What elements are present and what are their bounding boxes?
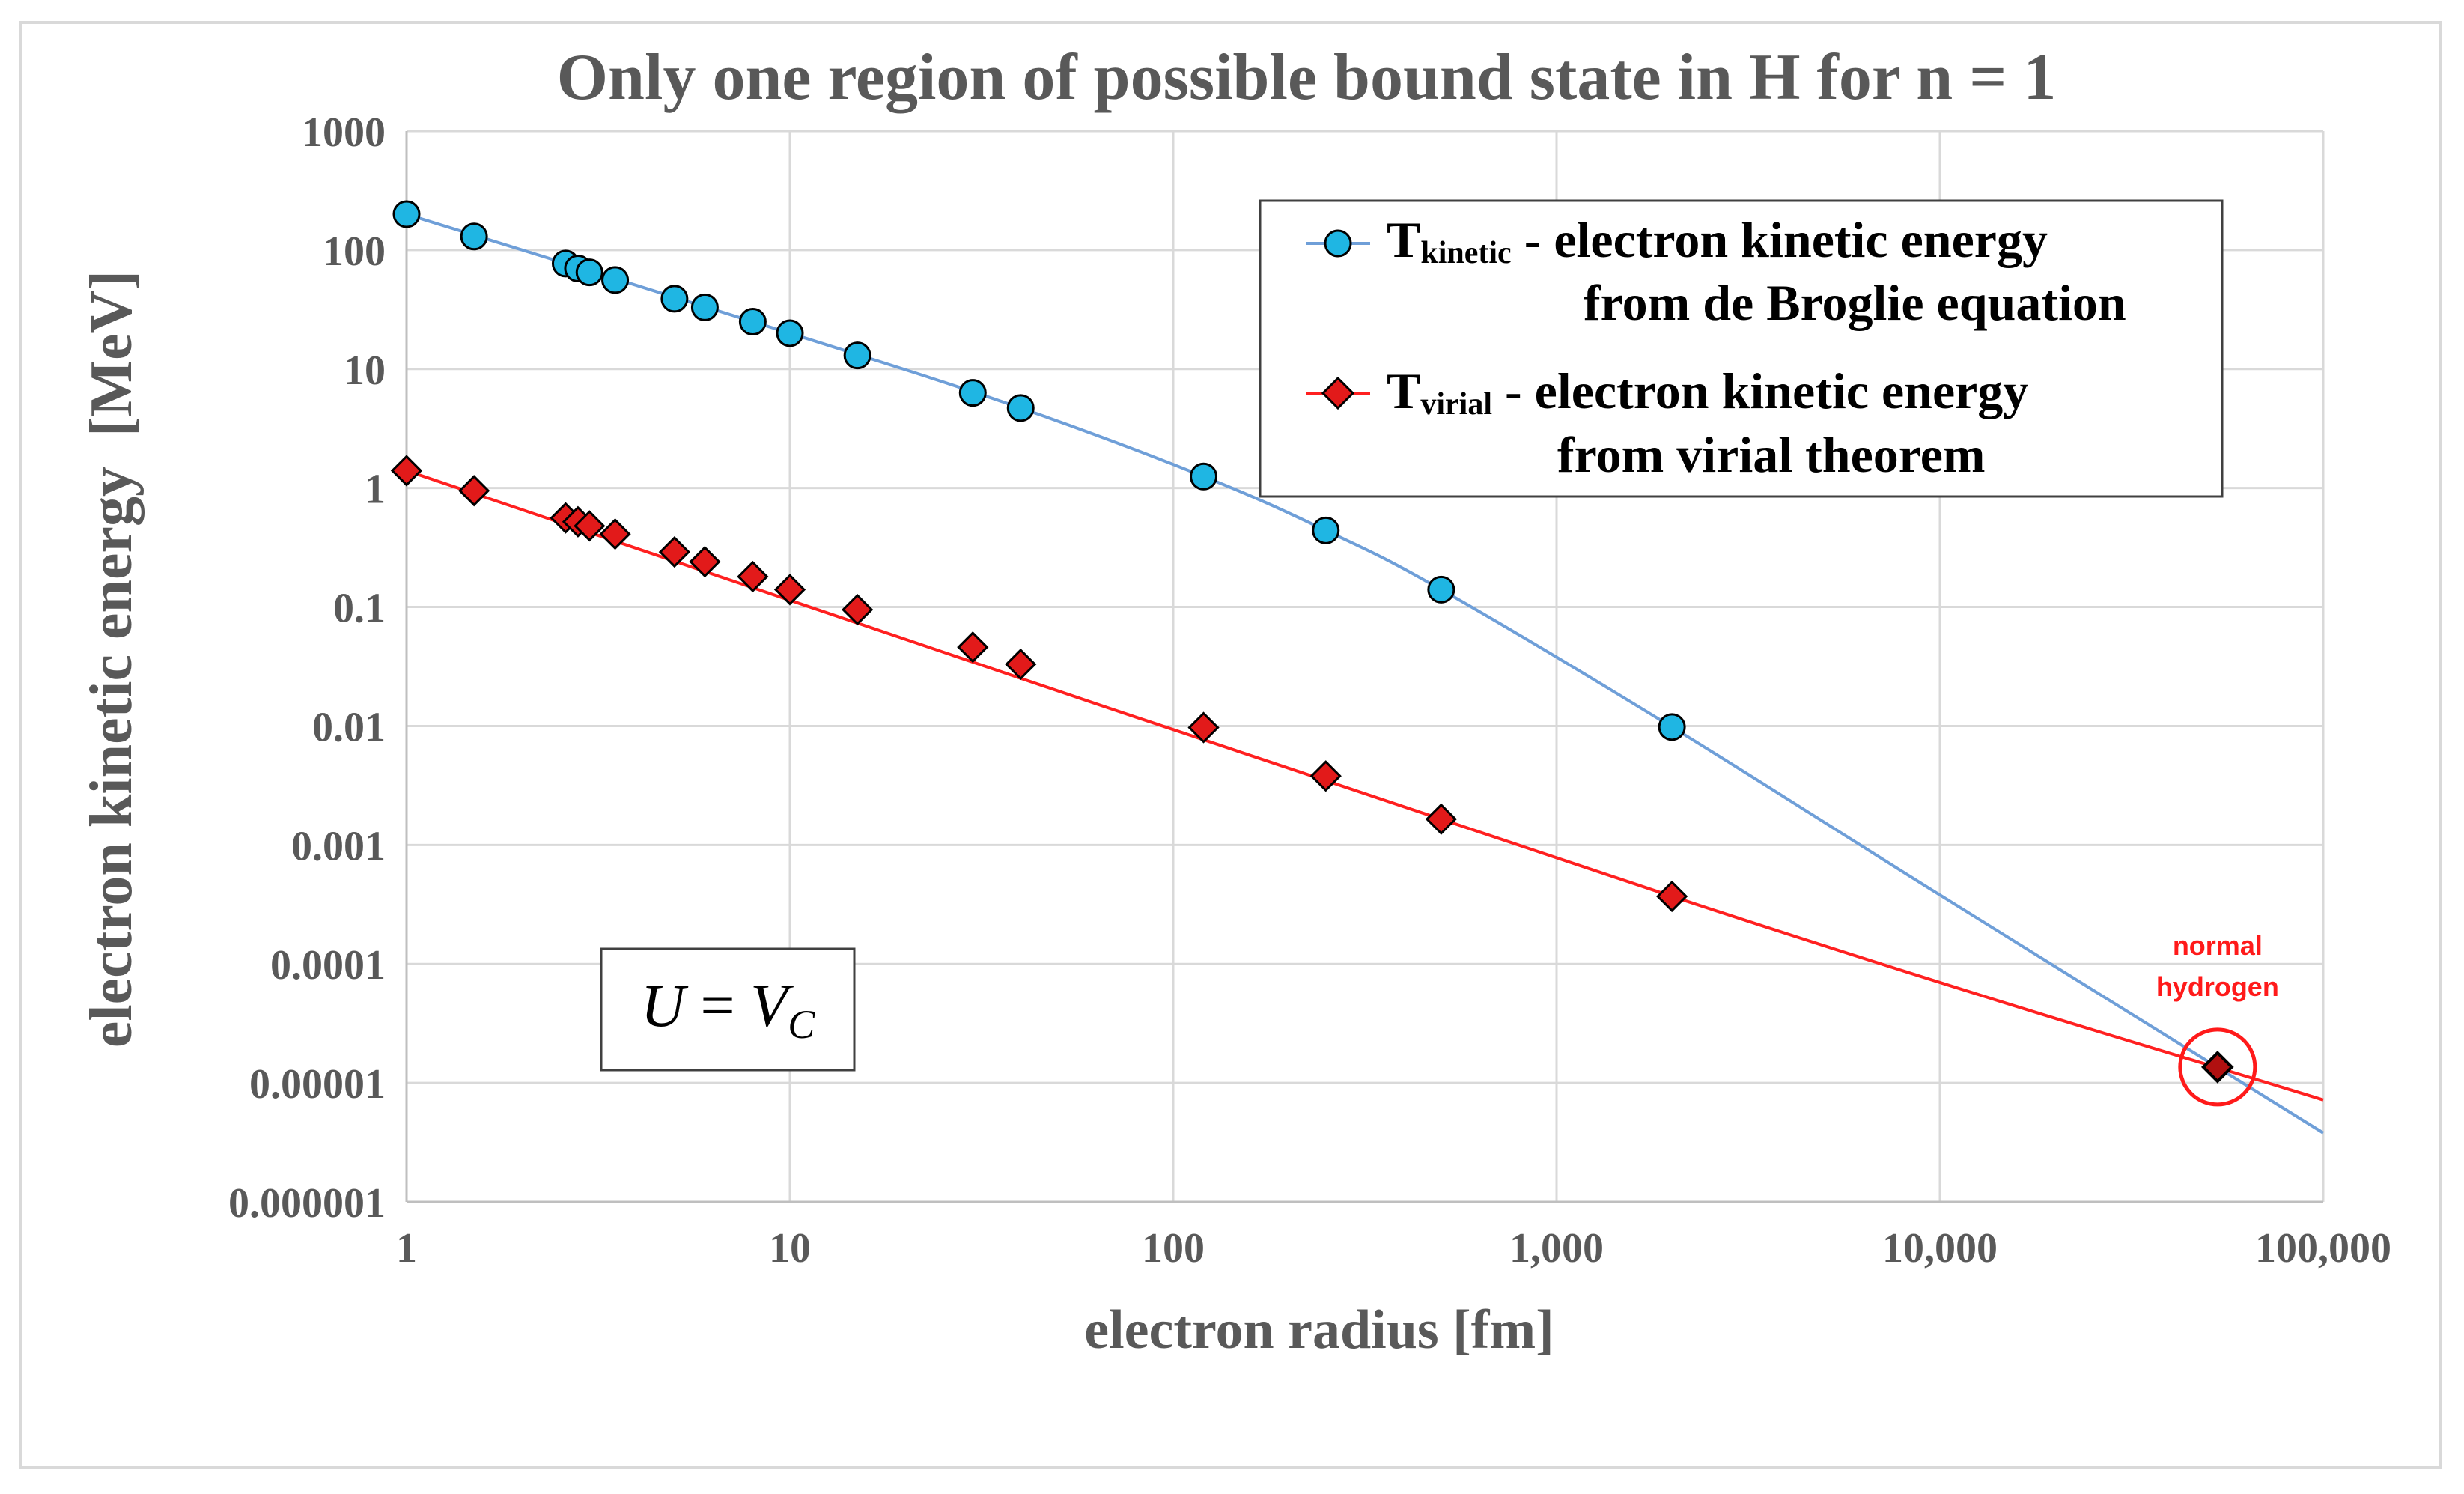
normal-hydrogen-annotation: normal hydrogen (2156, 930, 2279, 1107)
x-tick-label: 1,000 (1509, 1225, 1604, 1272)
data-point-virial (689, 546, 721, 578)
equation-lhs: U (641, 971, 689, 1039)
legend-kinetic-line1: - electron kinetic energy (1512, 211, 2048, 268)
legend: Tkinetic - electron kinetic energy from … (1259, 199, 2224, 498)
data-point-kinetic (1658, 713, 1686, 741)
legend-marker-virial (1321, 376, 1355, 410)
y-tick-label: 1000 (302, 109, 386, 156)
data-point-kinetic (392, 200, 421, 228)
data-point-virial (458, 475, 490, 507)
data-point-virial (1187, 711, 1220, 744)
legend-virial-line1: - electron kinetic energy (1492, 362, 2028, 419)
y-tick-label: 0.1 (333, 586, 386, 632)
legend-kinetic-sub: kinetic (1420, 236, 1511, 270)
legend-virial-line2: from virial theorem (1557, 426, 1986, 483)
data-point-virial (574, 510, 606, 542)
equation-equals: = (685, 971, 750, 1039)
data-point-kinetic (575, 258, 603, 287)
legend-virial-sub: virial (1420, 387, 1492, 422)
series-line-virial (406, 469, 2324, 1102)
x-tick-label: 10,000 (1882, 1225, 1998, 1272)
data-point-virial (957, 631, 989, 664)
y-tick-labels: 1000 100 10 1 0.1 0.01 0.001 0.0001 0.00001 0.000… (228, 109, 386, 1227)
data-point-virial (390, 455, 423, 487)
data-point-kinetic (843, 341, 871, 370)
equation-box: U = VC (600, 947, 856, 1072)
data-point-kinetic (1427, 575, 1455, 604)
data-point-kinetic (1006, 394, 1035, 422)
y-tick-label: 1 (365, 467, 386, 513)
data-point-kinetic (958, 379, 987, 407)
data-point-virial (773, 574, 806, 606)
x-tick-label: 100,000 (2255, 1225, 2391, 1272)
series-lines (406, 213, 2325, 1135)
data-point-virial (737, 560, 769, 593)
data-point-kinetic (776, 319, 804, 347)
legend-virial-main: T (1387, 362, 1420, 419)
y-tick-label: 0.01 (312, 704, 386, 750)
equation-text: U = VC (641, 971, 816, 1047)
legend-item-kinetic: Tkinetic - electron kinetic energy from … (1306, 211, 2126, 331)
x-tick-label: 10 (769, 1225, 811, 1272)
data-point-kinetic (601, 266, 630, 294)
y-tick-label: 0.001 (291, 823, 386, 869)
x-tick-labels: 1 10 100 1,000 10,000 100,000 (396, 1225, 2391, 1272)
legend-frame (1259, 199, 2224, 498)
series-markers (390, 200, 2234, 1084)
data-point-kinetic (690, 293, 719, 321)
data-point-kinetic (1312, 516, 1340, 544)
data-point-virial (842, 593, 874, 626)
highlight-label-line1: normal (2173, 930, 2263, 961)
y-tick-label: 0.0001 (270, 942, 386, 989)
y-tick-label: 0.000001 (228, 1180, 386, 1227)
highlight-circle (2178, 1027, 2257, 1107)
y-tick-label: 100 (323, 228, 386, 275)
data-point-virial (599, 518, 631, 550)
data-point-virial (1425, 803, 1457, 835)
data-point-virial (1005, 648, 1037, 681)
data-point-kinetic (738, 308, 767, 336)
data-point-virial (1309, 760, 1342, 792)
data-point-virial (1656, 880, 1688, 913)
x-tick-label: 100 (1142, 1225, 1205, 1272)
legend-text-kinetic: Tkinetic - electron kinetic energy (1387, 211, 2048, 270)
data-point-kinetic (1190, 462, 1218, 491)
equation-frame (600, 947, 856, 1072)
highlight-label-line2: hydrogen (2156, 971, 2279, 1002)
x-tick-label: 1 (396, 1225, 417, 1272)
chart-title: Only one region of possible bound state … (557, 41, 2057, 114)
series-line-kinetic (406, 213, 2325, 1135)
legend-item-virial: Tvirial - electron kinetic energy from v… (1306, 362, 2028, 483)
data-point-normal-hydrogen (2201, 1051, 2234, 1084)
equation-rhs: V (750, 971, 794, 1039)
legend-text-virial: Tvirial - electron kinetic energy (1387, 362, 2028, 422)
legend-kinetic-main: T (1387, 211, 1420, 268)
data-point-virial (658, 535, 690, 568)
data-point-kinetic (660, 285, 689, 313)
axes (405, 131, 2323, 1203)
x-axis-label: electron radius [fm] (1084, 1299, 1554, 1361)
equation-subscript: C (788, 1002, 815, 1047)
data-point-kinetic (460, 222, 488, 251)
legend-kinetic-line2: from de Broglie equation (1584, 274, 2126, 331)
legend-marker-kinetic (1324, 229, 1352, 258)
y-tick-label: 10 (344, 347, 386, 394)
y-tick-label: 0.00001 (249, 1061, 386, 1108)
y-axis-label: electron kinetic energy [MeV] (79, 270, 145, 1048)
